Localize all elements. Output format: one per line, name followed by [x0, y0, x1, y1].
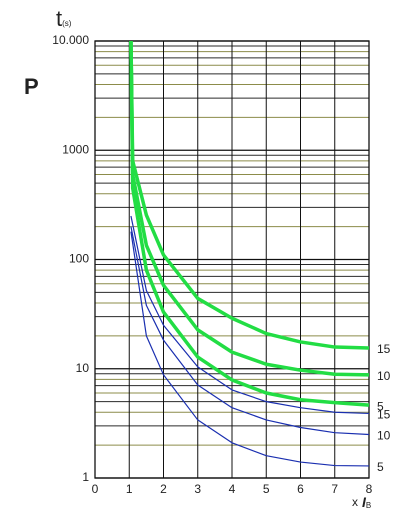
- y-tick-label: 10: [76, 361, 90, 375]
- x-tick-label: 8: [366, 482, 373, 496]
- y-axis-label-main: t: [56, 6, 62, 31]
- curve: [130, 231, 370, 467]
- curve: [130, 226, 370, 436]
- y-tick-label: 1: [82, 470, 89, 484]
- curve: [129, 40, 370, 350]
- x-tick-label: 3: [194, 482, 201, 496]
- y-axis-label: t(s): [56, 6, 72, 31]
- curve-label: 5: [377, 460, 384, 474]
- y-tick-label: 10.000: [52, 33, 89, 47]
- x-tick-label: 7: [331, 482, 338, 496]
- curve-label: 10: [377, 429, 391, 443]
- x-tick-label: 2: [160, 482, 167, 496]
- x-tick-label: 0: [92, 482, 99, 496]
- curve-label: 15: [377, 408, 391, 422]
- y-axis-label-sub: (s): [62, 19, 72, 28]
- x-tick-label: 4: [229, 482, 236, 496]
- curve-label: 10: [377, 369, 391, 383]
- x-tick-label: 5: [263, 482, 270, 496]
- curve-label: 5: [377, 399, 384, 413]
- x-axis-label-symbol: I: [362, 494, 367, 510]
- y-tick-label: 100: [69, 252, 89, 266]
- x-tick-label: 1: [126, 482, 133, 496]
- annotation: P: [24, 74, 39, 99]
- x-axis-label-sub: B: [366, 501, 371, 510]
- curve: [129, 40, 370, 377]
- x-axis-label: x IB: [352, 494, 371, 510]
- curve-label: 15: [377, 342, 391, 356]
- curve: [129, 40, 370, 407]
- x-axis-label-x: x: [352, 495, 358, 509]
- x-tick-label: 6: [297, 482, 304, 496]
- plot-frame: [94, 40, 370, 479]
- y-tick-label: 1000: [62, 142, 89, 156]
- curve: [130, 215, 370, 415]
